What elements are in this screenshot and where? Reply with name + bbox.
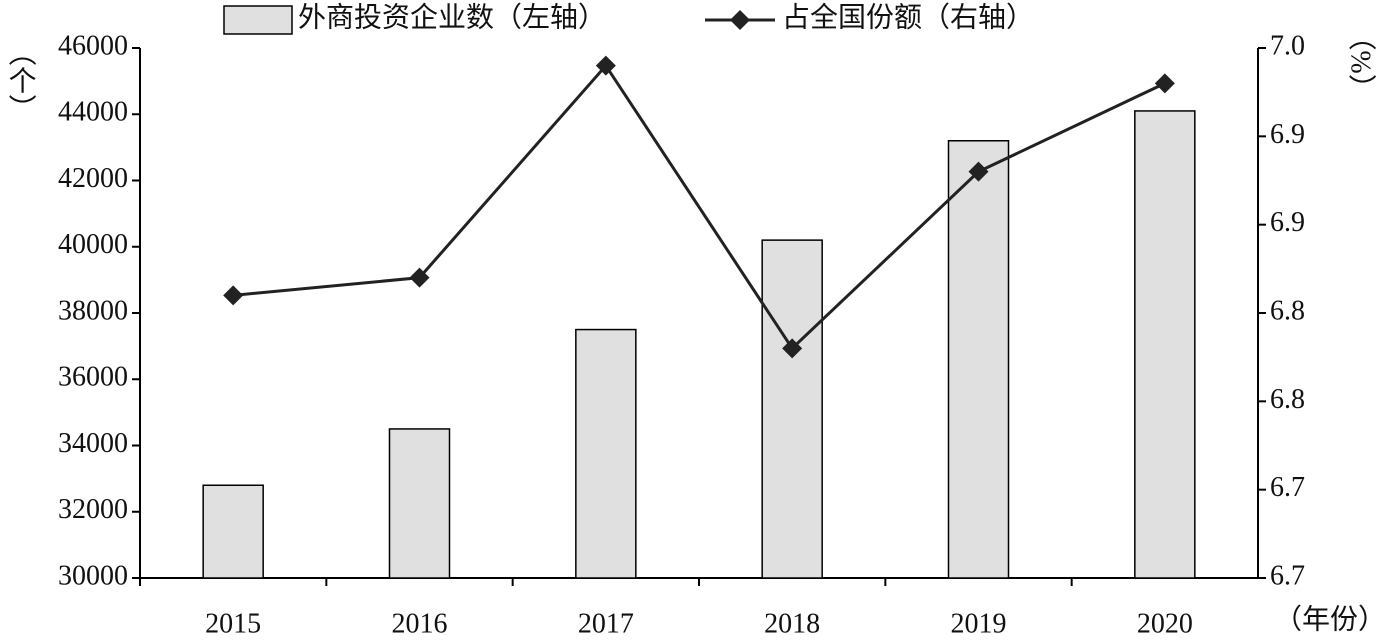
y2-tick-label: 6.7 bbox=[1270, 560, 1305, 591]
bar bbox=[388, 428, 451, 579]
y-tick-label: 30000 bbox=[58, 560, 128, 591]
line-marker bbox=[409, 267, 430, 288]
y2-tick-label: 6.8 bbox=[1270, 384, 1305, 415]
legend-swatch bbox=[223, 5, 293, 35]
legend-marker bbox=[730, 10, 750, 30]
x-tick-label: 2017 bbox=[578, 608, 634, 639]
y-tick-label: 34000 bbox=[58, 428, 128, 459]
legend-label: 外商投资企业数（左轴） bbox=[298, 1, 606, 33]
line bbox=[233, 63, 1166, 351]
x-axis-label: （年份） bbox=[1274, 603, 1386, 635]
bar bbox=[575, 328, 637, 579]
x-tick-label: 2018 bbox=[764, 608, 820, 639]
y2-tick-label: 7.0 bbox=[1270, 30, 1305, 61]
bar bbox=[1134, 110, 1196, 579]
y-tick-label: 32000 bbox=[58, 494, 128, 525]
x-tick-label: 2020 bbox=[1137, 608, 1193, 639]
y-tick-label: 44000 bbox=[58, 97, 128, 128]
y-axis-label: （个） bbox=[5, 38, 37, 122]
y-tick-label: 40000 bbox=[58, 229, 128, 260]
y2-tick-label: 6.8 bbox=[1270, 295, 1305, 326]
line-marker bbox=[782, 338, 803, 359]
x-tick-label: 2019 bbox=[951, 608, 1007, 639]
x-tick-label: 2015 bbox=[205, 608, 261, 639]
y-tick-label: 36000 bbox=[58, 362, 128, 393]
line-marker bbox=[595, 55, 616, 76]
bar bbox=[947, 140, 1010, 579]
line-marker bbox=[968, 161, 989, 182]
y2-tick-label: 6.9 bbox=[1270, 119, 1305, 150]
bar bbox=[202, 484, 264, 579]
y-tick-label: 42000 bbox=[58, 163, 128, 194]
y-tick-label: 46000 bbox=[58, 30, 128, 61]
y2-tick-label: 6.9 bbox=[1270, 207, 1305, 238]
line-marker bbox=[223, 285, 244, 306]
line-marker bbox=[1154, 73, 1175, 94]
bar bbox=[761, 239, 823, 579]
y-tick-label: 38000 bbox=[58, 295, 128, 326]
x-tick-label: 2016 bbox=[392, 608, 448, 639]
y2-tick-label: 6.7 bbox=[1270, 472, 1305, 503]
y2-axis-label: （%） bbox=[1345, 22, 1377, 101]
legend-label: 占全国份额（右轴） bbox=[782, 1, 1034, 33]
